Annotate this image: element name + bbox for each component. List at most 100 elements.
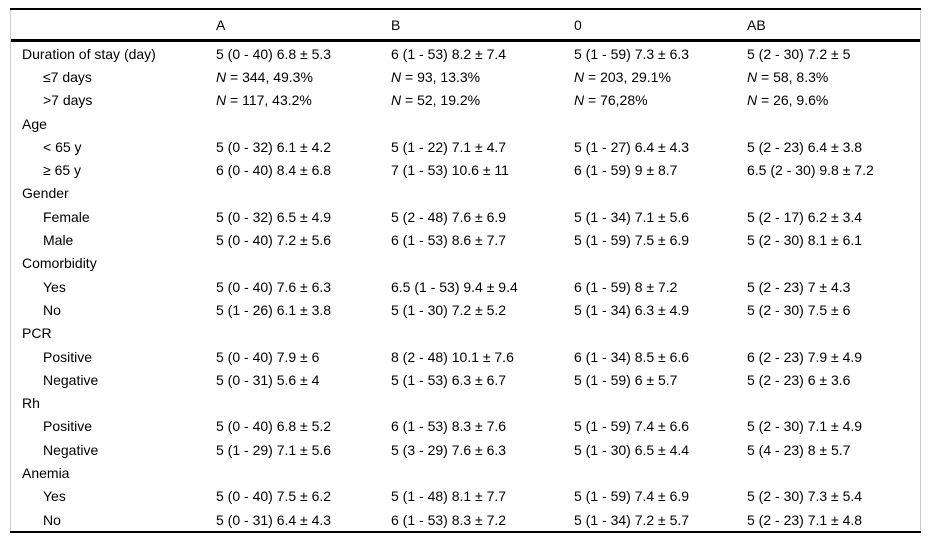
row-label: Rh	[22, 395, 40, 412]
table-body: Duration of stay (day) 5 (0 - 40) 6.8 ± 5…	[11, 41, 920, 532]
data-cell: 6 (1 - 53) 8.2 ± 7.4	[391, 45, 507, 62]
table-row: Negative 5 (1 - 29) 7.1 ± 5.6 5 (3 - 29) 7…	[11, 438, 920, 461]
data-cell: 5 (2 - 23) 6.4 ± 3.8	[747, 138, 863, 155]
column-header-empty	[11, 10, 216, 42]
data-cell	[747, 182, 920, 205]
data-cell	[574, 322, 747, 345]
row-label: PCR	[22, 325, 52, 342]
row-label: Age	[22, 115, 47, 132]
row-label: ≤7 days	[43, 68, 92, 85]
row-label: No	[43, 301, 61, 318]
data-cell	[391, 252, 574, 275]
section-row: Anemia	[11, 461, 920, 484]
data-cell	[391, 112, 574, 135]
data-cell: 6 (1 - 53) 8.6 ± 7.7	[391, 232, 507, 249]
row-label: Male	[43, 232, 74, 249]
data-cell: 5 (0 - 31) 5.6 ± 4	[216, 371, 320, 388]
data-cell: 5 (1 - 22) 7.1 ± 4.7	[391, 138, 507, 155]
table-row: No 5 (0 - 31) 6.4 ± 4.3 6 (1 - 53) 8.3 ± 7…	[11, 508, 920, 531]
data-cell	[216, 391, 391, 414]
table-border-box: A B 0 AB Duration of stay (day) 5 (0 - 40…	[10, 10, 921, 532]
data-cell: 5 (2 - 30) 7.3 ± 5.4	[747, 488, 863, 505]
data-cell: 5 (2 - 30) 7.1 ± 4.9	[747, 418, 863, 435]
data-cell: 5 (0 - 32) 6.1 ± 4.2	[216, 138, 332, 155]
data-cell: 5 (1 - 59) 7.5 ± 6.9	[574, 232, 690, 249]
data-cell: N = 93, 13.3%	[391, 68, 481, 85]
data-cell: 6.5 (2 - 30) 9.8 ± 7.2	[747, 162, 874, 179]
data-cell: 8 (2 - 48) 10.1 ± 7.6	[391, 348, 514, 365]
table-row: Yes 5 (0 - 40) 7.5 ± 6.2 5 (1 - 48) 8.1 ± …	[11, 485, 920, 508]
data-cell	[747, 461, 920, 484]
data-cell: 5 (1 - 30) 7.2 ± 5.2	[391, 301, 507, 318]
row-label: Anemia	[22, 464, 70, 481]
table-row: Female 5 (0 - 32) 6.5 ± 4.9 5 (2 - 48) 7.6…	[11, 205, 920, 228]
row-label: Female	[43, 208, 90, 225]
table-row: ≥ 65 y 6 (0 - 40) 8.4 ± 6.8 7 (1 - 53) 10.…	[11, 158, 920, 181]
data-cell	[574, 112, 747, 135]
data-cell: 5 (2 - 48) 7.6 ± 6.9	[391, 208, 507, 225]
data-cell: N = 58, 8.3%	[747, 68, 829, 85]
data-cell: 5 (1 - 48) 8.1 ± 7.7	[391, 488, 507, 505]
data-cell: 5 (4 - 23) 8 ± 5.7	[747, 441, 851, 458]
row-label: < 65 y	[43, 138, 82, 155]
row-label: >7 days	[43, 92, 93, 109]
data-cell: 5 (1 - 59) 7.4 ± 6.6	[574, 418, 690, 435]
data-cell: 5 (0 - 40) 7.6 ± 6.3	[216, 278, 332, 295]
row-label: Negative	[43, 441, 99, 458]
n-symbol: N	[574, 92, 585, 109]
data-cell: N = 52, 19.2%	[391, 92, 481, 109]
data-cell: 5 (2 - 30) 8.1 ± 6.1	[747, 232, 863, 249]
section-row: Rh	[11, 391, 920, 414]
n-symbol: N	[391, 68, 402, 85]
data-cell: 6 (2 - 23) 7.9 ± 4.9	[747, 348, 863, 365]
data-cell: 5 (3 - 29) 7.6 ± 6.3	[391, 441, 507, 458]
data-cell	[391, 391, 574, 414]
data-cell	[391, 182, 574, 205]
column-header-ab: AB	[747, 10, 920, 42]
data-cell	[216, 461, 391, 484]
data-cell: N = 117, 43.2%	[216, 92, 312, 109]
data-cell: 6 (1 - 53) 8.3 ± 7.2	[391, 511, 507, 528]
data-cell: 5 (0 - 40) 7.9 ± 6	[216, 348, 320, 365]
data-cell	[216, 182, 391, 205]
data-cell	[391, 461, 574, 484]
column-header-b: B	[391, 10, 574, 42]
data-cell: 5 (1 - 34) 7.2 ± 5.7	[574, 511, 690, 528]
row-label: Comorbidity	[22, 255, 97, 272]
data-cell: 5 (1 - 59) 6 ± 5.7	[574, 371, 678, 388]
data-cell: 5 (2 - 30) 7.2 ± 5	[747, 45, 851, 62]
data-cell: 5 (0 - 31) 6.4 ± 4.3	[216, 511, 332, 528]
section-row: Comorbidity	[11, 252, 920, 275]
data-cell	[747, 112, 920, 135]
n-symbol: N	[574, 68, 585, 85]
data-cell: 5 (0 - 32) 6.5 ± 4.9	[216, 208, 332, 225]
header-row: A B 0 AB	[11, 10, 920, 42]
n-symbol: N	[391, 92, 402, 109]
column-header-a: A	[216, 10, 391, 42]
data-cell: 5 (1 - 59) 7.3 ± 6.3	[574, 45, 690, 62]
data-cell: 7 (1 - 53) 10.6 ± 11	[391, 162, 509, 179]
table-row: Positive 5 (0 - 40) 6.8 ± 5.2 6 (1 - 53) 8…	[11, 415, 920, 438]
n-symbol: N	[216, 68, 227, 85]
data-cell: 5 (2 - 23) 7 ± 4.3	[747, 278, 851, 295]
n-symbol: N	[747, 92, 758, 109]
data-cell	[216, 252, 391, 275]
row-label: Positive	[43, 348, 93, 365]
data-cell: 5 (2 - 17) 6.2 ± 3.4	[747, 208, 863, 225]
data-cell	[574, 252, 747, 275]
section-row: Gender	[11, 182, 920, 205]
data-cell: 6 (1 - 59) 8 ± 7.2	[574, 278, 678, 295]
data-cell	[574, 182, 747, 205]
row-label: Yes	[43, 488, 66, 505]
data-cell: 6.5 (1 - 53) 9.4 ± 9.4	[391, 278, 518, 295]
n-symbol: N	[747, 68, 758, 85]
data-cell: 5 (1 - 30) 6.5 ± 4.4	[574, 441, 690, 458]
data-cell: 5 (0 - 40) 6.8 ± 5.2	[216, 418, 332, 435]
row-label: Positive	[43, 418, 93, 435]
table-row: Negative 5 (0 - 31) 5.6 ± 4 5 (1 - 53) 6.3…	[11, 368, 920, 391]
section-row: Age	[11, 112, 920, 135]
data-cell: N = 76,28%	[574, 92, 648, 109]
data-cell: N = 344, 49.3%	[216, 68, 313, 85]
data-cell	[747, 391, 920, 414]
data-cell: 5 (0 - 40) 7.5 ± 6.2	[216, 488, 332, 505]
